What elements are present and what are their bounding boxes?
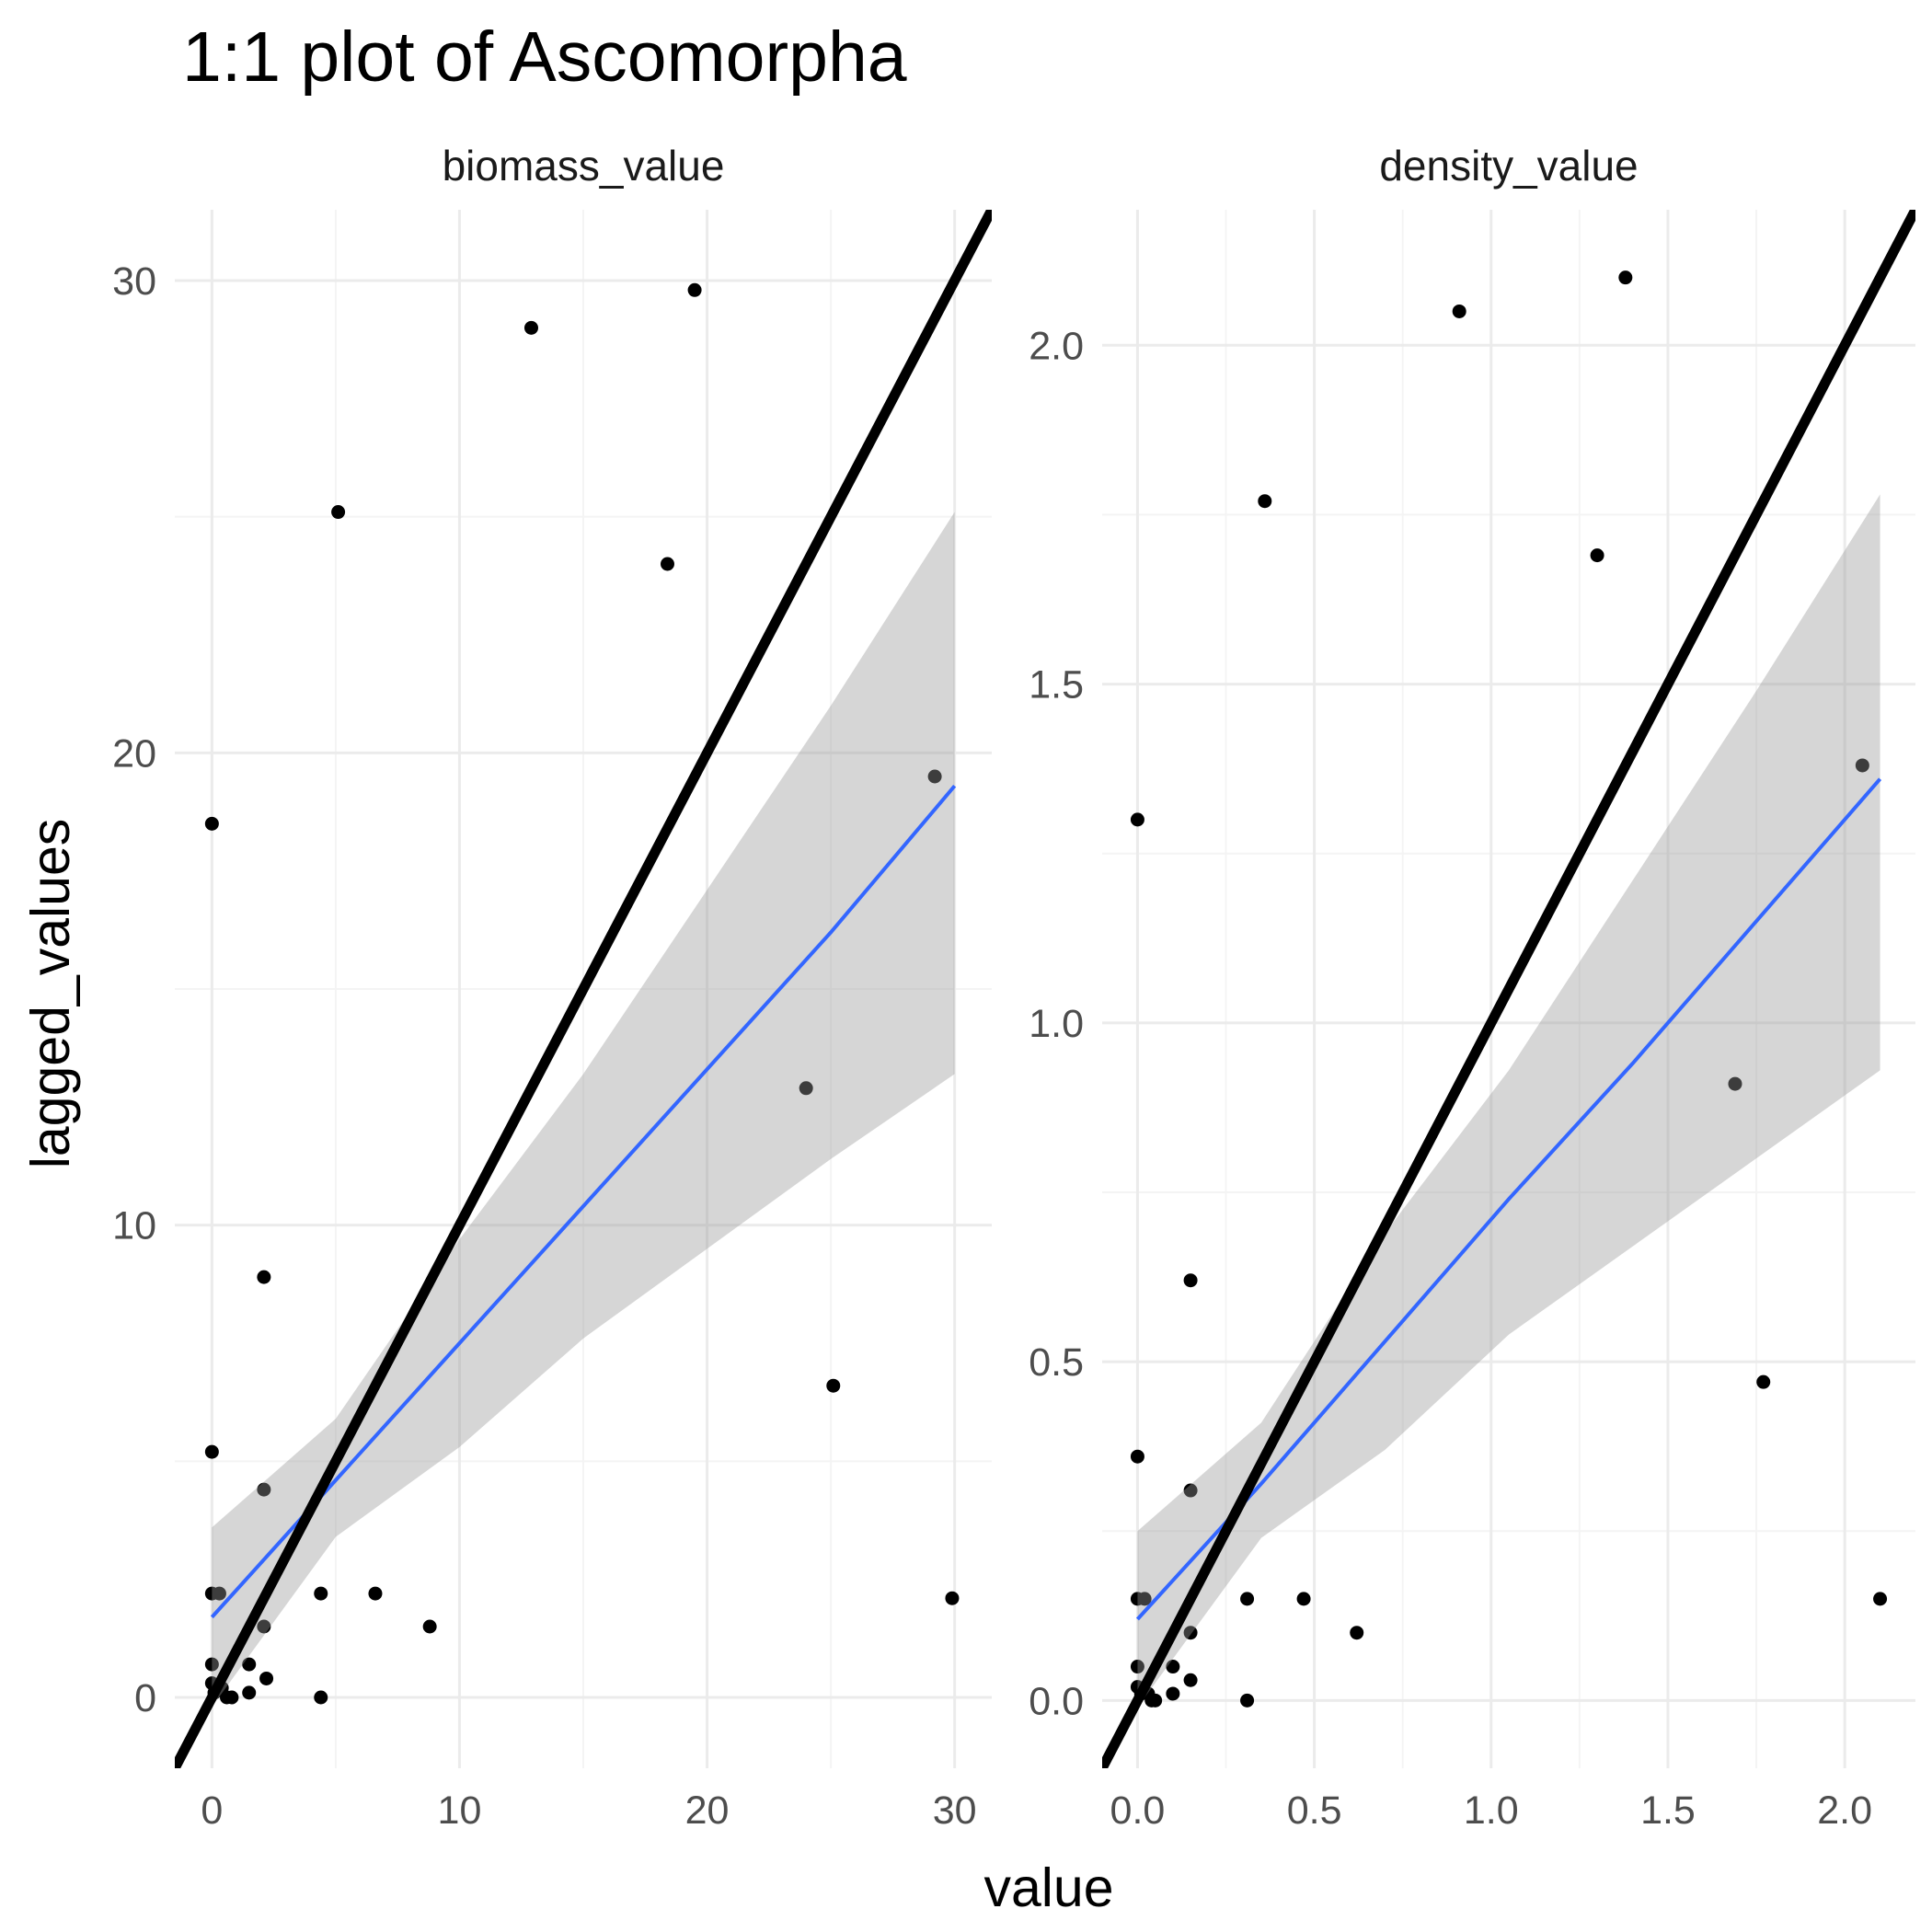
data-point (927, 769, 942, 784)
data-point (212, 1586, 226, 1601)
x-tick-label: 20 (685, 1788, 730, 1833)
facet-strip-label: biomass_value (443, 142, 725, 190)
data-point (1296, 1592, 1311, 1606)
data-point (1258, 494, 1272, 509)
data-point (331, 505, 346, 520)
data-point (1183, 1626, 1198, 1640)
y-tick-label: 0 (134, 1676, 156, 1720)
x-tick-label: 10 (438, 1788, 482, 1833)
confidence-ribbon (212, 512, 955, 1708)
panel-plot-area (1102, 210, 1915, 1768)
data-point (1166, 1660, 1180, 1674)
data-point (1452, 304, 1466, 318)
y-tick-label: 10 (112, 1204, 156, 1248)
data-point (1240, 1592, 1255, 1606)
data-point (204, 1657, 219, 1672)
data-point (314, 1586, 328, 1601)
x-tick-label: 1.5 (1640, 1788, 1696, 1833)
y-tick-label: 1.5 (1029, 663, 1084, 707)
y-tick-label: 1.0 (1029, 1002, 1084, 1046)
smooth-fit-line (210, 784, 957, 1619)
data-point (1183, 1273, 1198, 1288)
data-point (826, 1378, 841, 1393)
confidence-ribbon (1137, 494, 1880, 1708)
identity-line (1102, 210, 1915, 1768)
data-point (1728, 1076, 1742, 1091)
x-tick-label: 1.0 (1464, 1788, 1519, 1833)
data-point (242, 1685, 257, 1700)
data-point (204, 1444, 219, 1459)
data-point (945, 1591, 960, 1605)
x-tick-label: 0.5 (1287, 1788, 1342, 1833)
data-point (314, 1690, 328, 1705)
data-point (422, 1619, 437, 1634)
panel-density_value: 0.0 0.5 1.0 1.5 2.0 0.0 0.5 1.0 1.5 2.0 density_va… (1029, 142, 1915, 1833)
data-point (1166, 1686, 1180, 1701)
x-tick-label: 0 (201, 1788, 223, 1833)
panel-biomass_value: 0 10 20 30 0 10 20 30 biomass_value (112, 142, 992, 1833)
data-point (1183, 1483, 1198, 1498)
data-point (687, 282, 702, 297)
data-point (1148, 1693, 1163, 1708)
y-tick-label: 2.0 (1029, 324, 1084, 368)
data-point (224, 1690, 239, 1705)
data-point (1130, 1660, 1144, 1674)
smooth-fit-line (1135, 777, 1882, 1621)
data-point (257, 1619, 271, 1634)
x-axis-title: value (983, 1857, 1113, 1918)
data-point (523, 320, 538, 335)
data-point (257, 1270, 271, 1284)
data-point (204, 816, 219, 831)
data-point (660, 557, 674, 571)
y-tick-label: 0.5 (1029, 1340, 1084, 1385)
data-point (1130, 1449, 1144, 1464)
data-point (259, 1671, 274, 1685)
identity-line (175, 210, 992, 1768)
panel-plot-area (175, 210, 992, 1768)
y-tick-label: 20 (112, 731, 156, 776)
data-point (1756, 1374, 1771, 1389)
data-point (1240, 1693, 1255, 1708)
data-point (368, 1586, 383, 1601)
data-point (1350, 1626, 1364, 1640)
x-tick-label: 0.0 (1110, 1788, 1166, 1833)
data-point (799, 1081, 813, 1096)
x-tick-label: 30 (933, 1788, 977, 1833)
data-point (1855, 758, 1869, 773)
facet-strip-label: density_value (1379, 142, 1638, 190)
y-tick-label: 30 (112, 259, 156, 304)
data-point (1137, 1592, 1152, 1606)
data-point (1618, 270, 1633, 285)
facet-panels: 0 10 20 30 0 10 20 30 biomass_value 0.0 0.5 1.0 1.5 2… (112, 142, 1915, 1833)
chart-title: 1:1 plot of Ascomorpha (182, 17, 907, 97)
x-tick-label: 2.0 (1817, 1788, 1872, 1833)
data-point (1873, 1592, 1888, 1606)
y-axis-title: lagged_values (20, 819, 81, 1169)
data-point (257, 1482, 271, 1497)
data-point (1130, 812, 1144, 827)
y-tick-label: 0.0 (1029, 1679, 1084, 1723)
data-point (1590, 548, 1604, 563)
data-point (242, 1657, 257, 1672)
data-point (1183, 1673, 1198, 1687)
